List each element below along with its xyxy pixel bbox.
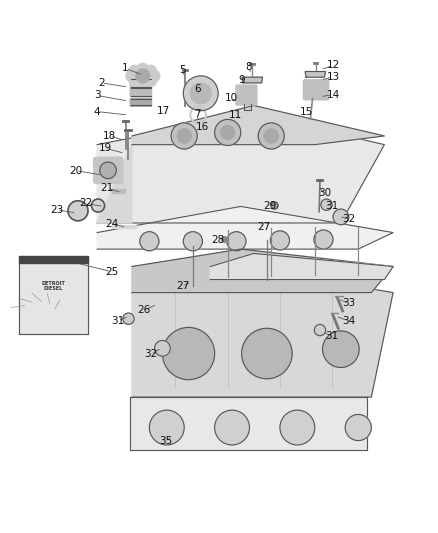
Circle shape xyxy=(321,199,332,211)
Polygon shape xyxy=(19,256,88,263)
Polygon shape xyxy=(19,257,88,334)
Text: 11: 11 xyxy=(229,110,242,120)
Text: 19: 19 xyxy=(99,143,112,153)
Polygon shape xyxy=(132,266,393,397)
Text: 22: 22 xyxy=(79,198,92,208)
Text: 15: 15 xyxy=(300,107,313,117)
Circle shape xyxy=(242,328,292,379)
Text: 5: 5 xyxy=(179,65,185,75)
Text: 34: 34 xyxy=(342,316,355,326)
Circle shape xyxy=(184,232,202,251)
Circle shape xyxy=(258,123,284,149)
FancyBboxPatch shape xyxy=(130,87,152,97)
Text: 16: 16 xyxy=(196,122,209,132)
Text: 26: 26 xyxy=(138,305,151,315)
FancyBboxPatch shape xyxy=(130,99,152,107)
Text: 18: 18 xyxy=(102,131,116,141)
Text: 9: 9 xyxy=(239,75,245,85)
Circle shape xyxy=(148,70,160,82)
Circle shape xyxy=(162,327,215,379)
Text: 2: 2 xyxy=(98,78,105,88)
Text: 32: 32 xyxy=(342,214,355,224)
Circle shape xyxy=(221,125,235,140)
Text: 31: 31 xyxy=(111,316,125,326)
Circle shape xyxy=(280,410,315,445)
Text: DETROIT
DIESEL: DETROIT DIESEL xyxy=(41,281,65,292)
Text: 3: 3 xyxy=(94,91,100,100)
Polygon shape xyxy=(97,144,132,223)
Polygon shape xyxy=(113,225,136,228)
Circle shape xyxy=(171,123,197,149)
FancyBboxPatch shape xyxy=(304,80,328,100)
Circle shape xyxy=(345,415,371,441)
Polygon shape xyxy=(305,71,325,77)
Polygon shape xyxy=(132,249,393,293)
Text: 27: 27 xyxy=(257,222,270,232)
Circle shape xyxy=(123,313,134,325)
Text: 21: 21 xyxy=(101,183,114,193)
Circle shape xyxy=(136,69,150,83)
Polygon shape xyxy=(210,254,393,279)
Polygon shape xyxy=(242,77,262,83)
Circle shape xyxy=(68,201,88,221)
Circle shape xyxy=(92,199,105,212)
Text: 17: 17 xyxy=(157,106,170,116)
Circle shape xyxy=(190,83,211,104)
FancyBboxPatch shape xyxy=(94,157,123,183)
Text: 4: 4 xyxy=(94,107,100,117)
Circle shape xyxy=(137,63,148,75)
Circle shape xyxy=(215,119,241,146)
Text: 27: 27 xyxy=(176,281,189,291)
Circle shape xyxy=(314,325,325,336)
Circle shape xyxy=(155,341,170,356)
Circle shape xyxy=(145,65,156,77)
Circle shape xyxy=(129,65,141,77)
Circle shape xyxy=(100,162,116,179)
Circle shape xyxy=(333,209,349,225)
Circle shape xyxy=(126,70,137,82)
Circle shape xyxy=(140,232,159,251)
Circle shape xyxy=(314,230,333,249)
Text: 14: 14 xyxy=(326,90,339,100)
Polygon shape xyxy=(113,189,125,193)
Text: 32: 32 xyxy=(144,350,157,359)
Text: 10: 10 xyxy=(225,93,238,103)
Circle shape xyxy=(270,231,290,250)
FancyBboxPatch shape xyxy=(236,85,257,105)
Text: 31: 31 xyxy=(325,331,338,341)
Text: 13: 13 xyxy=(326,72,339,82)
Circle shape xyxy=(322,331,359,367)
Polygon shape xyxy=(132,106,385,144)
Polygon shape xyxy=(97,206,393,249)
FancyBboxPatch shape xyxy=(130,78,152,88)
Text: 30: 30 xyxy=(318,188,331,198)
Polygon shape xyxy=(130,397,367,450)
Circle shape xyxy=(215,410,250,445)
Text: 6: 6 xyxy=(194,84,201,94)
Polygon shape xyxy=(97,114,385,223)
Circle shape xyxy=(177,129,191,143)
Text: 25: 25 xyxy=(105,266,118,277)
Text: 33: 33 xyxy=(342,298,355,309)
Circle shape xyxy=(149,410,184,445)
Circle shape xyxy=(145,75,156,86)
Text: 23: 23 xyxy=(50,205,64,215)
Text: 12: 12 xyxy=(326,60,339,70)
Circle shape xyxy=(129,75,141,86)
Text: 29: 29 xyxy=(264,201,277,212)
Text: 35: 35 xyxy=(159,437,173,447)
Circle shape xyxy=(264,129,278,143)
Text: 24: 24 xyxy=(105,219,118,229)
Circle shape xyxy=(137,77,148,88)
Text: 31: 31 xyxy=(325,201,338,212)
Text: 20: 20 xyxy=(70,166,83,176)
Text: 8: 8 xyxy=(245,62,252,72)
Circle shape xyxy=(227,232,246,251)
Text: 28: 28 xyxy=(212,236,225,245)
Text: 7: 7 xyxy=(194,109,201,119)
Text: 1: 1 xyxy=(122,63,129,74)
Circle shape xyxy=(184,76,218,111)
